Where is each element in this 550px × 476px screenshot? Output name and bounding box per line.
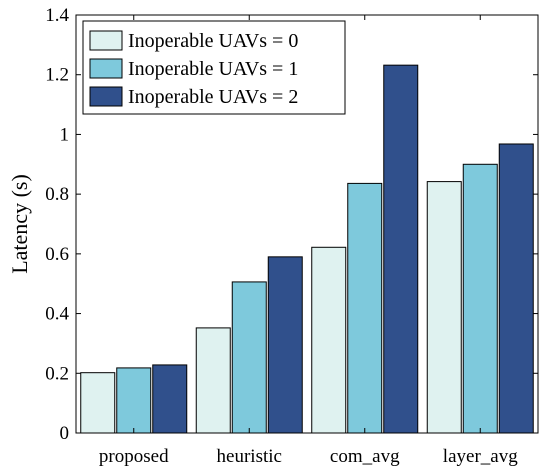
bar-layer_avg-series-2: [498, 143, 534, 434]
legend-swatch-0: [89, 30, 123, 51]
legend: Inoperable UAVs = 0 Inoperable UAVs = 1 In…: [82, 20, 346, 115]
x-axis-ticks: proposed heuristic com_avg layer_avg: [99, 15, 518, 467]
legend-swatch-2: [89, 86, 123, 107]
bar-proposed-series-0: [80, 372, 116, 434]
y-tick-label: 1: [60, 124, 70, 145]
x-tick-label-proposed: proposed: [99, 446, 169, 467]
legend-label-0: Inoperable UAVs = 0: [128, 30, 298, 52]
y-axis-ticks: 0 0.2 0.4 0.6 0.8 1 1.2 1.4: [45, 5, 538, 444]
bar-proposed-series-2: [152, 364, 188, 434]
bar-com_avg-series-2: [383, 64, 419, 434]
legend-box: [82, 20, 346, 115]
y-tick-label: 1.4: [45, 5, 69, 26]
y-tick-label: 0.6: [45, 244, 69, 265]
bars: [80, 64, 534, 434]
bar-com_avg-series-1: [347, 182, 383, 434]
y-tick-label: 0.8: [45, 184, 69, 205]
bar-proposed-series-1: [116, 367, 152, 434]
y-axis-title: Latency (s): [7, 174, 32, 274]
legend-swatch-1: [89, 58, 123, 79]
x-tick-label-heuristic: heuristic: [217, 446, 282, 467]
bar-heuristic-series-0: [195, 327, 231, 434]
legend-label-2: Inoperable UAVs = 2: [128, 86, 298, 108]
y-tick-label: 1.2: [45, 65, 69, 86]
plot-frame: [75, 14, 539, 434]
y-tick-label: 0.2: [45, 363, 69, 384]
plot-area: [75, 14, 539, 434]
x-tick-label-com_avg: com_avg: [330, 446, 400, 467]
bar-com_avg-series-0: [311, 246, 347, 434]
bar-heuristic-series-2: [267, 256, 303, 434]
x-tick-label-layer_avg: layer_avg: [443, 446, 518, 467]
y-tick-label: 0: [60, 423, 70, 444]
bar-heuristic-series-1: [231, 281, 267, 434]
legend-label-1: Inoperable UAVs = 1: [128, 58, 298, 80]
y-tick-label: 0.4: [45, 304, 69, 325]
bar-layer_avg-series-1: [462, 163, 498, 434]
bar-layer_avg-series-0: [426, 181, 462, 434]
